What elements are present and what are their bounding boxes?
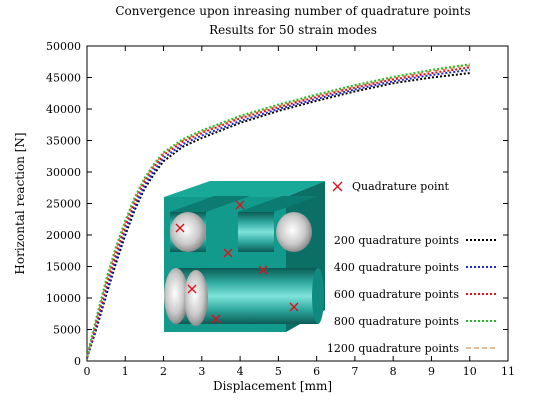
quadrature-cube-illustration: Quadrature point [164,180,450,332]
series-line-1 [86,72,470,359]
y-tick-label: 10000 [46,292,81,305]
x-tick-label: 3 [198,365,205,378]
legend: 200 quadrature points 400 quadrature poin… [327,234,496,355]
quadrature-marker [187,284,197,294]
y-tick-label: 45000 [46,72,81,85]
quadrature-point-legend-label: Quadrature point [352,180,450,193]
quadrature-marker [235,200,245,210]
x-tick-label: 6 [313,365,320,378]
legend-label-4: 800 quadrature points [334,315,459,328]
x-tick-label: 4 [237,365,244,378]
y-tick-label: 50000 [46,40,81,53]
x-axis-label: Displacement [mm] [213,379,332,393]
plot-area: 0 1 2 3 4 5 6 7 8 9 10 11 Displacement [mm] 0 5000 100… [13,40,515,393]
y-axis-label: Horizontal reaction [N] [13,132,27,274]
y-tick-label: 5000 [53,324,81,337]
x-tick-label: 9 [428,365,435,378]
y-tick-label: 30000 [46,166,81,179]
cube-top-face [164,181,325,197]
legend-label-5: 1200 quadrature points [327,342,459,355]
quadrature-marker [175,223,185,233]
y-tick-label: 0 [74,355,81,368]
x-tick-label: 0 [84,365,91,378]
y-tick-label: 35000 [46,135,81,148]
x-tick-label: 8 [390,365,397,378]
x-tick-label: 1 [122,365,129,378]
legend-label-1: 200 quadrature points [334,234,459,247]
x-tick-label: 5 [275,365,282,378]
y-tick-label: 20000 [46,229,81,242]
y-axis: 0 5000 10000 15000 20000 25000 30000 35000 40000… [13,40,508,368]
quadrature-marker [258,265,268,275]
upper-cylinder-right [238,196,318,252]
y-tick-label: 40000 [46,103,81,116]
y-tick-label: 15000 [46,261,81,274]
series-lines [86,63,470,359]
quadrature-point-markers [175,200,299,324]
x-tick-label: 11 [501,365,515,378]
quadrature-point-legend-marker [332,181,343,192]
x-tick-label: 10 [463,365,477,378]
x-tick-label: 2 [160,365,167,378]
lower-cylinder [164,268,324,326]
legend-label-2: 400 quadrature points [334,261,459,274]
x-axis: 0 1 2 3 4 5 6 7 8 9 10 11 Displacement [mm] [84,46,515,393]
quadrature-marker [223,248,233,258]
x-tick-label: 7 [351,365,358,378]
series-line-5 [86,65,470,358]
y-tick-label: 25000 [46,198,81,211]
series-line-2 [86,68,470,359]
chart-title: Convergence upon inreasing number of qua… [115,4,470,18]
quadrature-marker [289,302,299,312]
series-line-3 [86,66,470,358]
legend-label-3: 600 quadrature points [334,288,459,301]
quadrature-marker [211,314,221,324]
chart-subtitle: Results for 50 strain modes [209,23,377,37]
